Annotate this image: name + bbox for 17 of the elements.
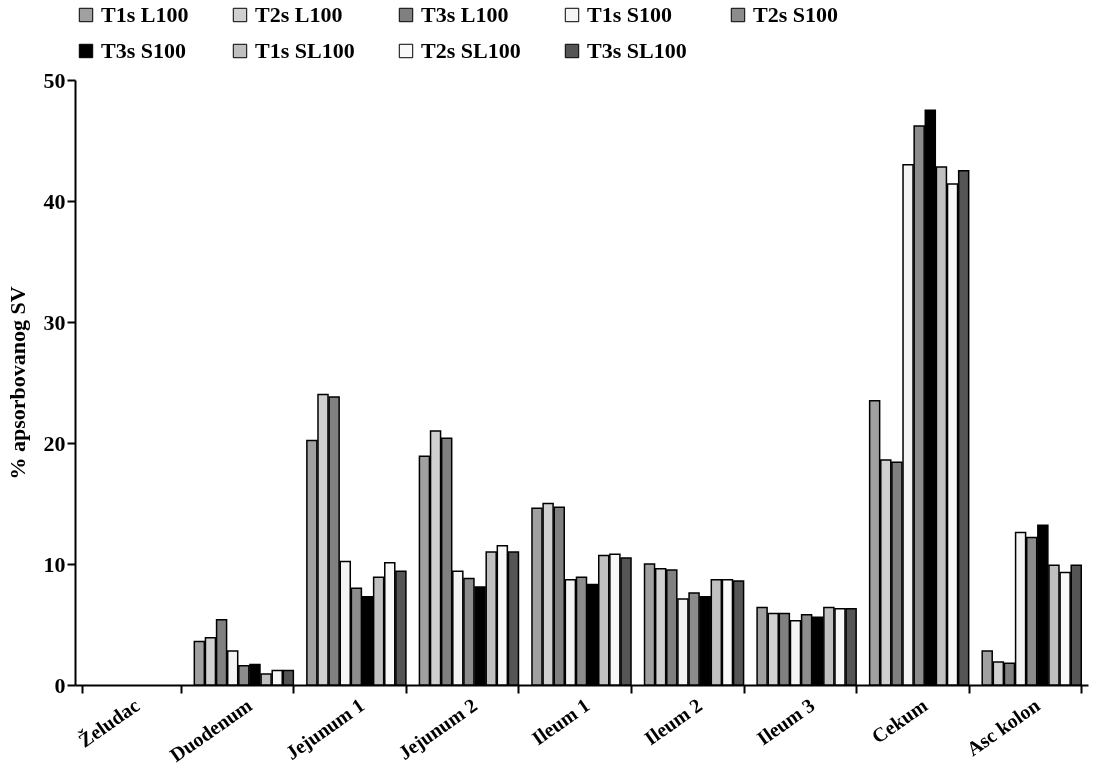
legend-label: T3s SL100 — [587, 38, 687, 63]
x-tick-label: Asc kolon — [962, 693, 1044, 761]
y-tick-label: 10 — [43, 551, 66, 577]
legend-label: T2s L100 — [255, 2, 343, 27]
y-axis-title: % apsorbovanog SV — [4, 286, 30, 480]
legend-label: T2s S100 — [753, 2, 838, 27]
y-tick-label: 50 — [43, 67, 66, 93]
y-tick-label: 30 — [43, 309, 66, 335]
y-tick-label: 0 — [54, 672, 66, 698]
y-tick-label: 20 — [43, 430, 66, 456]
legend-label: T2s SL100 — [421, 38, 521, 63]
legend-label: T1s SL100 — [255, 38, 355, 63]
legend-label: T3s L100 — [421, 2, 509, 27]
legend-label: T3s S100 — [101, 38, 186, 63]
legend-label: T1s S100 — [587, 2, 672, 27]
y-tick-label: 40 — [43, 188, 66, 214]
legend-label: T1s L100 — [101, 2, 189, 27]
